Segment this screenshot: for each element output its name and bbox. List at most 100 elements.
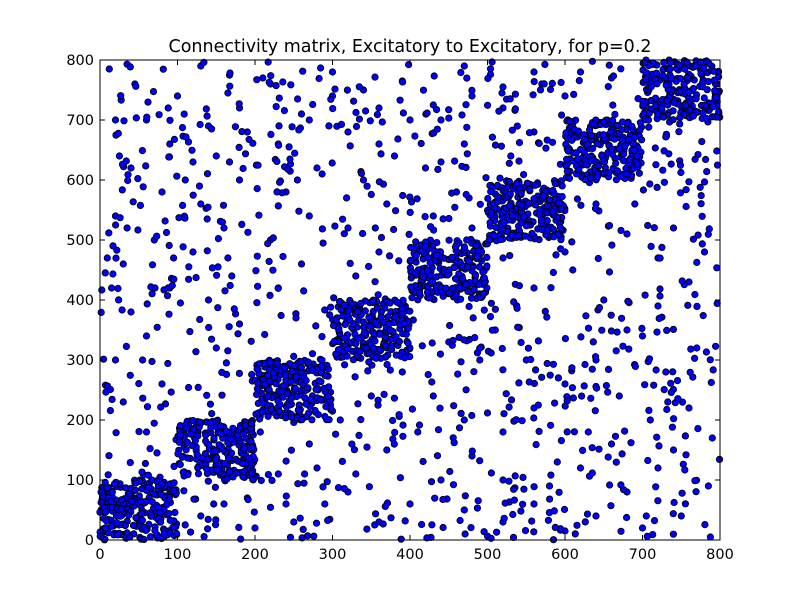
block-connection-point bbox=[273, 359, 281, 367]
background-connection-point bbox=[141, 459, 149, 468]
background-connection-point bbox=[570, 90, 578, 99]
background-connection-point bbox=[237, 535, 245, 543]
background-connection-point bbox=[429, 392, 437, 400]
block-connection-point bbox=[471, 271, 480, 279]
background-connection-point bbox=[469, 314, 477, 322]
background-connection-point bbox=[647, 242, 655, 250]
background-connection-point bbox=[461, 492, 469, 500]
background-connection-point bbox=[318, 332, 326, 341]
background-connection-point bbox=[295, 126, 303, 134]
block-connection-point bbox=[449, 284, 457, 292]
block-connection-point bbox=[475, 263, 483, 271]
block-connection-point bbox=[308, 416, 316, 424]
block-connection-point bbox=[245, 454, 253, 463]
background-connection-point bbox=[470, 368, 478, 376]
background-connection-point bbox=[222, 370, 231, 378]
block-connection-point bbox=[625, 156, 633, 164]
block-connection-point bbox=[564, 146, 572, 154]
background-connection-point bbox=[275, 178, 284, 186]
block-connection-point bbox=[176, 460, 184, 469]
background-connection-point bbox=[463, 150, 471, 158]
block-connection-point bbox=[709, 103, 717, 111]
background-connection-point bbox=[297, 260, 306, 268]
background-connection-point bbox=[506, 95, 514, 103]
background-connection-point bbox=[269, 234, 277, 242]
background-connection-point bbox=[205, 323, 213, 332]
background-connection-point bbox=[515, 379, 523, 387]
background-connection-point bbox=[139, 394, 147, 402]
background-connection-point bbox=[139, 356, 147, 364]
background-connection-point bbox=[189, 158, 197, 166]
background-connection-point bbox=[546, 85, 555, 94]
background-connection-point bbox=[331, 430, 340, 438]
block-connection-point bbox=[163, 501, 171, 509]
block-connection-point bbox=[700, 64, 708, 73]
background-connection-point bbox=[394, 135, 402, 143]
background-connection-point bbox=[417, 139, 425, 148]
background-connection-point bbox=[512, 416, 520, 424]
block-connection-point bbox=[349, 319, 357, 328]
background-connection-point bbox=[591, 204, 600, 213]
background-connection-point bbox=[379, 520, 387, 528]
background-connection-point bbox=[519, 171, 528, 179]
background-connection-point bbox=[471, 333, 479, 342]
block-connection-point bbox=[666, 65, 674, 73]
background-connection-point bbox=[571, 530, 579, 538]
background-connection-point bbox=[646, 180, 654, 188]
background-connection-point bbox=[200, 532, 208, 541]
block-connection-point bbox=[384, 313, 392, 321]
background-connection-point bbox=[511, 105, 520, 113]
background-connection-point bbox=[701, 155, 710, 164]
background-connection-point bbox=[224, 347, 232, 355]
background-connection-point bbox=[142, 332, 151, 340]
block-connection-point bbox=[207, 418, 215, 427]
block-connection-point bbox=[598, 151, 606, 159]
background-connection-point bbox=[592, 384, 601, 392]
block-connection-point bbox=[572, 149, 580, 157]
block-connection-point bbox=[465, 257, 473, 265]
block-connection-point bbox=[675, 61, 684, 69]
background-connection-point bbox=[310, 532, 318, 540]
x-tick-label: 700 bbox=[629, 547, 657, 563]
background-connection-point bbox=[560, 505, 569, 514]
background-connection-point bbox=[607, 502, 615, 510]
background-connection-point bbox=[510, 298, 518, 306]
background-connection-point bbox=[153, 323, 161, 331]
block-connection-point bbox=[503, 227, 511, 236]
background-connection-point bbox=[170, 135, 178, 143]
block-connection-point bbox=[657, 104, 666, 113]
block-connection-point bbox=[276, 400, 284, 409]
background-connection-point bbox=[288, 123, 296, 131]
background-connection-point bbox=[448, 189, 456, 197]
block-connection-point bbox=[321, 371, 329, 380]
block-connection-point bbox=[543, 202, 551, 210]
background-connection-point bbox=[97, 308, 105, 316]
background-connection-point bbox=[284, 165, 292, 173]
background-connection-point bbox=[624, 297, 632, 305]
block-connection-point bbox=[487, 209, 495, 217]
block-connection-point bbox=[324, 383, 333, 391]
background-connection-point bbox=[604, 83, 612, 91]
block-connection-point bbox=[526, 185, 534, 193]
background-connection-point bbox=[316, 64, 325, 72]
background-connection-point bbox=[450, 157, 459, 165]
block-connection-point bbox=[267, 405, 275, 414]
background-connection-point bbox=[173, 92, 182, 100]
background-connection-point bbox=[462, 386, 470, 394]
background-connection-point bbox=[197, 200, 205, 208]
block-connection-point bbox=[681, 65, 689, 73]
background-connection-point bbox=[328, 68, 337, 76]
background-connection-point bbox=[642, 512, 650, 520]
background-connection-point bbox=[108, 395, 116, 403]
background-connection-point bbox=[118, 306, 126, 314]
background-connection-point bbox=[617, 65, 625, 73]
background-connection-point bbox=[617, 481, 625, 489]
background-connection-point bbox=[185, 263, 193, 271]
y-tick-label: 400 bbox=[66, 293, 94, 309]
background-connection-point bbox=[617, 527, 625, 535]
block-connection-point bbox=[483, 253, 491, 261]
background-connection-point bbox=[164, 104, 172, 112]
block-connection-point bbox=[549, 225, 557, 233]
background-connection-point bbox=[118, 186, 126, 194]
x-tick-label: 600 bbox=[551, 547, 579, 563]
